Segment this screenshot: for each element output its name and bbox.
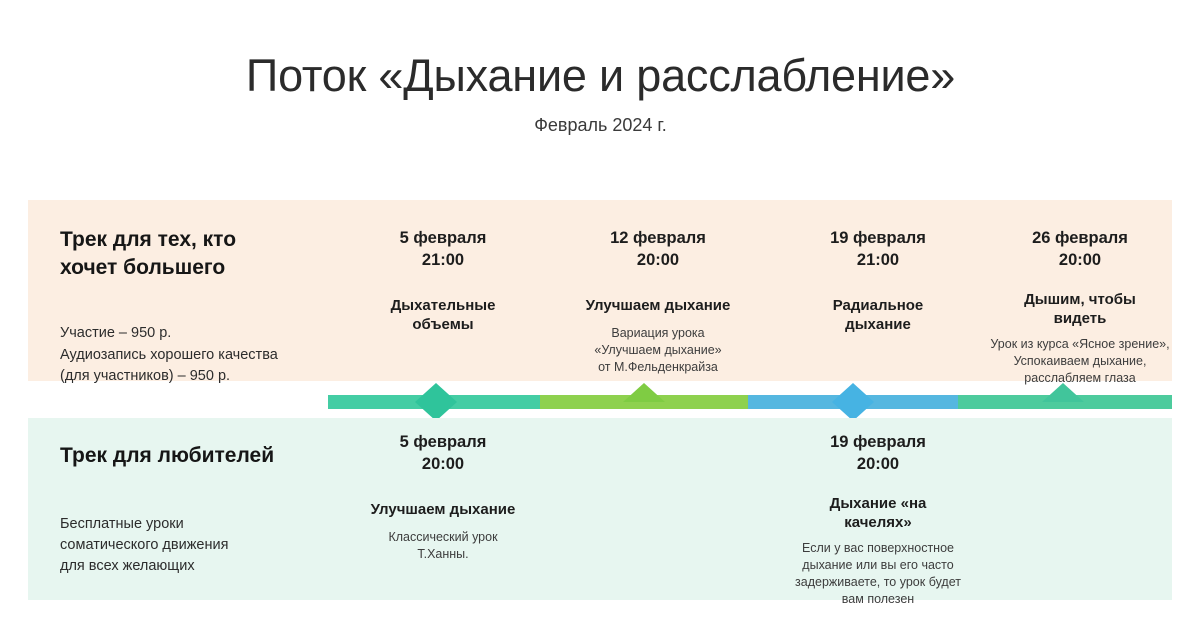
track-premium-desc-line2: Аудиозапись хорошего качества <box>60 346 278 363</box>
event-premium-feb-12-date: 12 февраля 20:00 <box>548 228 768 272</box>
event-amateur-feb-5-time: 20:00 <box>421 454 465 473</box>
event-premium-feb-12-note-line3: от М.Фельденкрайза <box>598 360 718 375</box>
track-premium-label: Трек для тех, кто хочет большего Участие… <box>60 226 360 387</box>
event-premium-feb-19-day: 19 февраля <box>830 229 926 247</box>
event-premium-feb-12-time: 20:00 <box>636 250 680 269</box>
event-premium-feb-12-note: Вариация урока «Улучшаем дыхание» от М.Ф… <box>548 325 768 376</box>
event-premium-feb-5-title: Дыхательные объемы <box>348 296 538 335</box>
page-subtitle: Февраль 2024 г. <box>534 114 667 135</box>
event-premium-feb-12[interactable]: 12 февраля 20:00 Улучшаем дыхание Вариац… <box>548 228 768 376</box>
event-premium-feb-19-title-line1: Радиальное <box>832 296 924 314</box>
track-premium-description: Участие – 950 р. Аудиозапись хорошего ка… <box>60 323 360 386</box>
track-amateur-desc-line1: Бесплатные уроки <box>60 515 184 532</box>
event-premium-feb-26-title: Дышим, чтобы видеть <box>968 290 1192 329</box>
track-amateur-band: Трек для любителей Бесплатные уроки сома… <box>28 418 1172 606</box>
marker-feb-19-upper <box>832 383 874 402</box>
page-header: Поток «Дыхание и расслабление» Февраль 2… <box>0 50 1201 136</box>
event-premium-feb-5-title-line1: Дыхательные <box>390 296 496 314</box>
event-amateur-feb-19-note-line1: Если у вас поверхностное <box>802 540 954 555</box>
event-amateur-feb-19-title-line1: Дыхание «на <box>829 494 927 512</box>
event-amateur-feb-5-note-line2: Т.Ханны. <box>417 547 469 562</box>
timeline-segment-4 <box>958 395 1172 409</box>
timeline-bar[interactable] <box>328 383 1172 421</box>
track-amateur-description: Бесплатные уроки соматического движения … <box>60 514 360 577</box>
event-amateur-feb-19-title-line2: качелях» <box>844 514 912 532</box>
event-premium-feb-12-day: 12 февраля <box>610 229 706 247</box>
marker-feb-26-upper <box>1042 383 1084 402</box>
track-amateur-title: Трек для любителей <box>60 444 275 467</box>
timeline-segment-2 <box>540 395 748 409</box>
event-amateur-feb-5-note-line1: Классический урок <box>388 530 498 545</box>
event-premium-feb-26-note-line1: Урок из курса «Ясное зрение», <box>990 336 1170 351</box>
event-premium-feb-26-date: 26 февраля 20:00 <box>968 228 1192 272</box>
track-premium-title-line2: хочет большего <box>60 255 226 279</box>
track-premium-desc-line3: (для участников) – 950 р. <box>60 367 231 384</box>
event-premium-feb-19-time: 21:00 <box>856 250 900 269</box>
event-amateur-feb-19-day: 19 февраля <box>830 433 926 451</box>
event-premium-feb-26[interactable]: 26 февраля 20:00 Дышим, чтобы видеть Уро… <box>968 228 1192 387</box>
track-amateur-desc-line2: соматического движения <box>60 536 229 553</box>
event-premium-feb-26-title-line1: Дышим, чтобы <box>1024 290 1136 308</box>
event-amateur-feb-19-note-line2: дыхание или вы его часто <box>802 557 954 572</box>
event-premium-feb-12-title: Улучшаем дыхание <box>585 296 731 314</box>
event-premium-feb-5-time: 21:00 <box>421 250 465 269</box>
event-premium-feb-26-note-line3: расслабляем глаза <box>1024 370 1136 385</box>
event-premium-feb-19[interactable]: 19 февраля 21:00 Радиальное дыхание <box>773 228 983 335</box>
event-amateur-feb-5-date: 5 февраля 20:00 <box>348 432 538 476</box>
event-premium-feb-12-note-line2: «Улучшаем дыхание» <box>594 343 722 358</box>
event-premium-feb-26-time: 20:00 <box>1058 250 1102 269</box>
event-premium-feb-12-note-line1: Вариация урока <box>611 326 705 341</box>
track-premium-title-line1: Трек для тех, кто <box>60 228 237 251</box>
marker-feb-19-lower <box>832 402 874 421</box>
event-premium-feb-5-day: 5 февраля <box>399 229 487 247</box>
marker-feb-5-lower <box>415 402 457 421</box>
event-amateur-feb-5-note: Классический урок Т.Ханны. <box>348 529 538 563</box>
event-premium-feb-26-day: 26 февраля <box>1032 229 1128 247</box>
event-premium-feb-5-date: 5 февраля 21:00 <box>348 228 538 272</box>
marker-feb-5-upper <box>415 383 457 402</box>
event-amateur-feb-19-time: 20:00 <box>856 454 900 473</box>
event-amateur-feb-5-title: Улучшаем дыхание <box>370 500 516 518</box>
event-amateur-feb-19-note-line4: вам полезен <box>841 591 915 606</box>
track-amateur-label: Трек для любителей Бесплатные уроки сома… <box>60 442 360 577</box>
event-premium-feb-26-title-line2: видеть <box>1053 310 1107 328</box>
event-amateur-feb-19-date: 19 февраля 20:00 <box>773 432 983 476</box>
marker-feb-12-upper <box>623 383 665 402</box>
event-amateur-feb-5-day: 5 февраля <box>399 433 487 451</box>
track-premium-title: Трек для тех, кто хочет большего <box>60 226 360 281</box>
track-premium-band: Трек для тех, кто хочет большего Участие… <box>28 200 1172 385</box>
event-amateur-feb-19-title: Дыхание «на качелях» <box>773 494 983 533</box>
event-amateur-feb-19-note: Если у вас поверхностное дыхание или вы … <box>773 540 983 608</box>
track-amateur-desc-line3: для всех желающих <box>60 558 195 575</box>
track-premium-desc-line1: Участие – 950 р. <box>60 325 172 342</box>
event-premium-feb-19-title-line2: дыхание <box>845 316 911 334</box>
event-amateur-feb-19[interactable]: 19 февраля 20:00 Дыхание «на качелях» Ес… <box>773 432 983 608</box>
event-premium-feb-26-note: Урок из курса «Ясное зрение», Успокаивае… <box>968 336 1192 387</box>
event-premium-feb-26-note-line2: Успокаиваем дыхание, <box>1013 353 1147 368</box>
event-premium-feb-19-date: 19 февраля 21:00 <box>773 228 983 272</box>
event-premium-feb-5[interactable]: 5 февраля 21:00 Дыхательные объемы <box>348 228 538 335</box>
page-title: Поток «Дыхание и расслабление» <box>245 50 956 101</box>
event-amateur-feb-5[interactable]: 5 февраля 20:00 Улучшаем дыхание Классич… <box>348 432 538 563</box>
event-premium-feb-5-title-line2: объемы <box>412 316 474 334</box>
event-premium-feb-19-title: Радиальное дыхание <box>773 296 983 335</box>
event-amateur-feb-19-note-line3: задерживаете, то урок будет <box>795 574 961 589</box>
